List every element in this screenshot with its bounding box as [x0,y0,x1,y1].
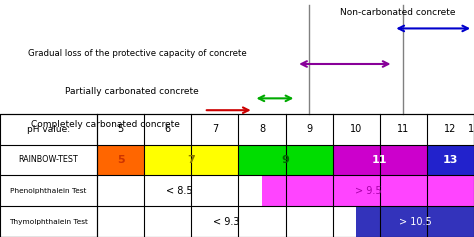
Text: < 9.3: < 9.3 [213,217,240,227]
Bar [262,175,474,206]
Text: Gradual loss of the protective capacity of concrete: Gradual loss of the protective capacity … [28,49,246,58]
Bar [238,145,333,175]
Text: 5: 5 [117,155,125,165]
Text: > 10.5: > 10.5 [399,217,431,227]
Text: 10: 10 [350,124,362,134]
Text: Completely carbonated concrete: Completely carbonated concrete [31,120,180,129]
Bar [0,114,474,237]
Text: RAINBOW-TEST: RAINBOW-TEST [18,155,79,164]
Text: 7: 7 [212,124,218,134]
Bar [97,175,262,206]
Text: 13: 13 [443,155,458,165]
Bar [427,145,474,175]
Text: 11: 11 [397,124,410,134]
Bar [356,206,474,237]
Bar [333,145,427,175]
Text: 9: 9 [306,124,312,134]
Text: > 9.5: > 9.5 [355,186,381,196]
Text: < 8.5: < 8.5 [166,186,193,196]
Text: Thymolphthalein Test: Thymolphthalein Test [9,219,88,225]
Text: Non-carbonated concrete: Non-carbonated concrete [339,8,455,17]
Text: 6: 6 [165,124,171,134]
Text: Phenolphthalein Test: Phenolphthalein Test [10,188,87,194]
Text: pH value:: pH value: [27,125,70,134]
Bar [144,145,238,175]
Bar [97,145,144,175]
Text: 11: 11 [372,155,388,165]
Text: 5: 5 [118,124,124,134]
Text: 8: 8 [259,124,265,134]
Text: 7: 7 [188,155,195,165]
Text: 13: 13 [468,124,474,134]
Text: 9: 9 [282,155,290,165]
Text: Partially carbonated concrete: Partially carbonated concrete [65,87,199,96]
Bar [97,206,356,237]
Text: 12: 12 [444,124,456,134]
